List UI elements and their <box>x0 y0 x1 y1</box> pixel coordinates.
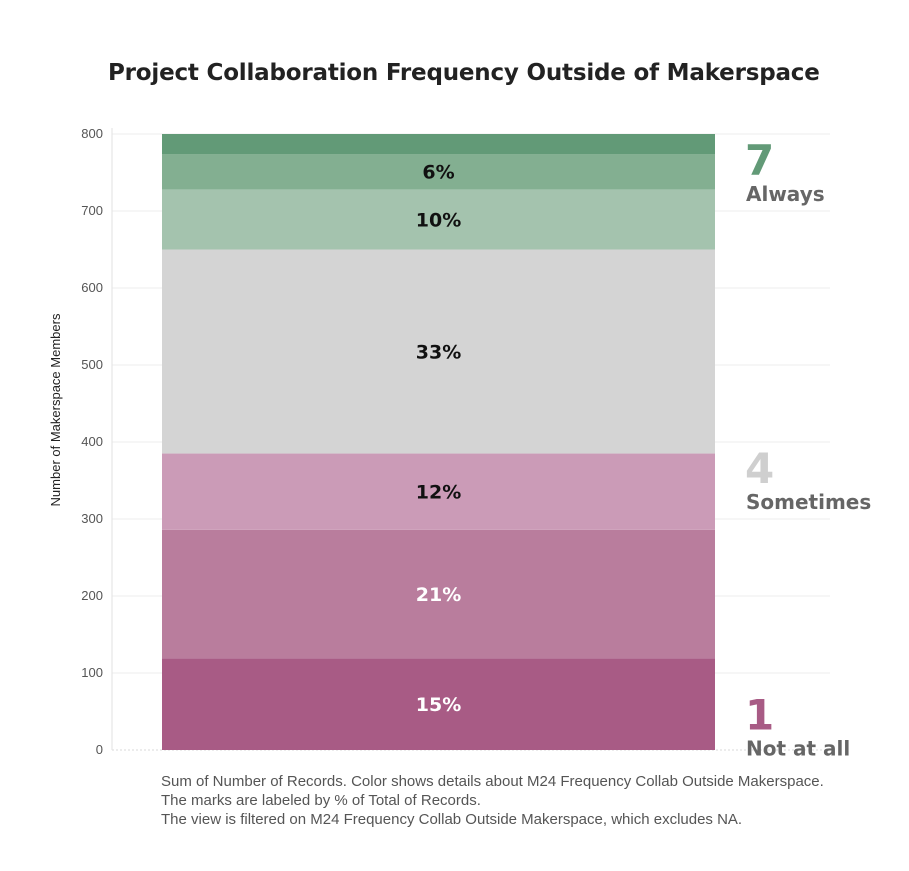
scale-word-4: Sometimes <box>746 490 871 514</box>
y-tick-label: 100 <box>81 665 103 680</box>
stacked-bar <box>162 134 715 750</box>
bar-segment-5 <box>162 189 715 250</box>
bar-segment-4 <box>162 249 715 454</box>
segment-label-3: 12% <box>416 482 461 504</box>
bar-segment-3 <box>162 453 715 530</box>
scale-word-1: Not at all <box>746 736 850 760</box>
y-axis-label: Number of Makerspace Members <box>48 313 63 506</box>
y-tick-label: 800 <box>81 126 103 141</box>
scale-number-1: 1 <box>745 690 774 739</box>
y-axis: 0 100 200 300 400 500 600 700 800 <box>81 126 113 757</box>
y-tick-label: 300 <box>81 511 103 526</box>
y-tick-label: 500 <box>81 357 103 372</box>
segment-label-6: 6% <box>422 162 454 184</box>
scale-number-4: 4 <box>745 444 774 493</box>
y-tick-label: 700 <box>81 203 103 218</box>
footnote-line-2: The marks are labeled by % of Total of R… <box>161 792 481 809</box>
footnote-line-3: The view is filtered on M24 Frequency Co… <box>161 811 743 828</box>
bar-segment-6 <box>162 154 715 190</box>
y-tick-label: 200 <box>81 588 103 603</box>
bar-segment-1 <box>162 658 715 750</box>
footnote: Sum of Number of Records. Color shows de… <box>161 772 824 829</box>
footnote-line-1: Sum of Number of Records. Color shows de… <box>161 773 824 790</box>
bar-segment-2 <box>162 529 715 659</box>
y-tick-label: 400 <box>81 434 103 449</box>
y-tick-label: 0 <box>96 742 103 757</box>
y-tick-label: 600 <box>81 280 103 295</box>
segment-label-4: 33% <box>416 342 461 364</box>
scale-number-7: 7 <box>745 136 774 185</box>
segment-label-1: 15% <box>416 694 461 716</box>
segment-label-5: 10% <box>416 209 461 231</box>
bar-segment-7 <box>162 134 715 155</box>
chart-title: Project Collaboration Frequency Outside … <box>108 60 820 86</box>
segment-label-2: 21% <box>416 584 461 606</box>
segment-labels: 15% 21% 12% 33% 10% 6% <box>416 162 461 716</box>
scale-word-7: Always <box>746 182 825 206</box>
